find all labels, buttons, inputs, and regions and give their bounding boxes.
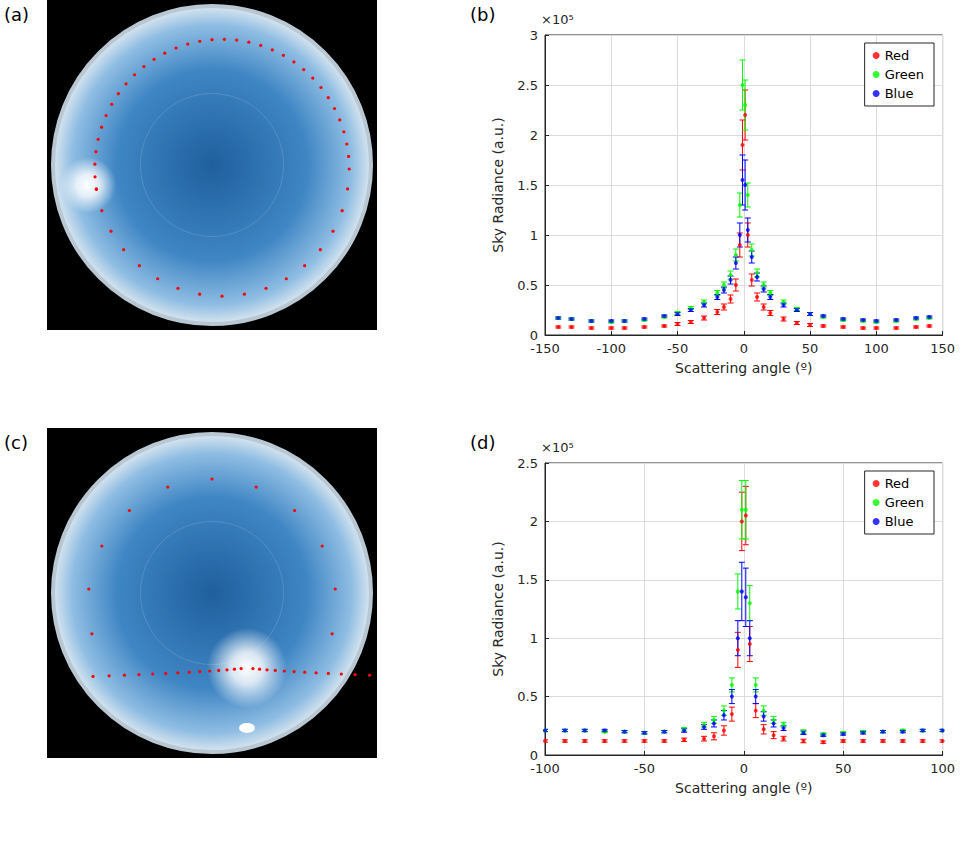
svg-text:50: 50 xyxy=(802,341,819,356)
html-text:(a): (a) xyxy=(4,4,30,25)
svg-text:150: 150 xyxy=(930,341,955,356)
svg-text:Sky Radiance (a.u.): Sky Radiance (a.u.) xyxy=(490,117,506,253)
svg-text:-50: -50 xyxy=(667,341,688,356)
svg-text:Sky Radiance (a.u.): Sky Radiance (a.u.) xyxy=(490,541,506,677)
svg-text:Red: Red xyxy=(885,476,910,491)
svg-text:Blue: Blue xyxy=(885,86,914,101)
svg-text:Blue: Blue xyxy=(885,514,914,529)
svg-text:0: 0 xyxy=(740,341,748,356)
svg-text:0.5: 0.5 xyxy=(517,278,538,293)
svg-text:0.5: 0.5 xyxy=(517,689,538,704)
svg-text:0: 0 xyxy=(529,327,538,343)
svg-text:2.5: 2.5 xyxy=(517,78,538,93)
html-text:(c): (c) xyxy=(4,432,28,453)
svg-text:×10⁵: ×10⁵ xyxy=(541,440,574,455)
svg-text:Red: Red xyxy=(885,48,910,63)
svg-text:Green: Green xyxy=(885,67,924,82)
svg-text:50: 50 xyxy=(835,761,852,776)
svg-text:-150: -150 xyxy=(530,341,560,356)
svg-text:×10⁵: ×10⁵ xyxy=(541,12,574,27)
svg-text:3: 3 xyxy=(530,28,538,43)
svg-text:Scattering angle (º): Scattering angle (º) xyxy=(675,360,812,376)
svg-text:0: 0 xyxy=(529,747,538,763)
html-text:(d): (d) xyxy=(470,432,496,453)
svg-text:0: 0 xyxy=(740,761,748,776)
svg-text:-100: -100 xyxy=(597,341,627,356)
svg-text:2: 2 xyxy=(530,128,538,143)
svg-text:100: 100 xyxy=(864,341,889,356)
html-text:(b): (b) xyxy=(470,4,496,25)
svg-text:1.5: 1.5 xyxy=(517,178,538,193)
svg-text:Scattering angle (º): Scattering angle (º) xyxy=(675,780,812,796)
svg-text:-100: -100 xyxy=(530,761,560,776)
svg-text:1: 1 xyxy=(530,631,538,646)
svg-text:1.5: 1.5 xyxy=(517,572,538,587)
svg-text:2: 2 xyxy=(530,514,538,529)
svg-text:-50: -50 xyxy=(634,761,655,776)
svg-text:1: 1 xyxy=(530,228,538,243)
svg-text:2.5: 2.5 xyxy=(517,456,538,471)
svg-text:Green: Green xyxy=(885,495,924,510)
svg-text:100: 100 xyxy=(930,761,955,776)
